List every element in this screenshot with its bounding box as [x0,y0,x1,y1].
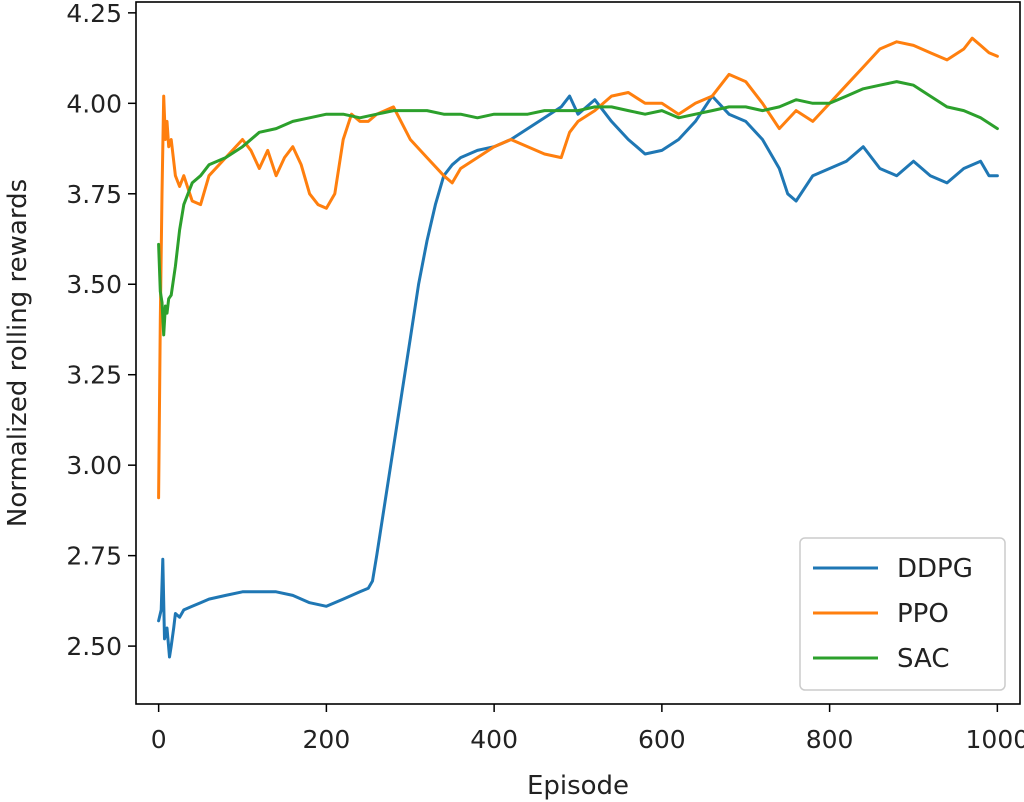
x-axis-ticks: 0 200 400 600 800 1000 [151,704,1024,754]
y-tick-label: 3.00 [66,451,122,480]
legend-label-ppo: PPO [897,599,949,629]
y-axis-ticks: 2.50 2.75 3.00 3.25 3.50 3.75 4.00 4.25 [66,0,136,661]
y-tick-label: 3.50 [66,270,122,299]
legend-label-sac: SAC [897,644,949,674]
y-tick-label: 3.25 [66,361,122,390]
x-tick-label: 200 [303,725,351,754]
x-tick-label: 600 [638,725,686,754]
x-tick-label: 1000 [966,725,1024,754]
x-tick-label: 800 [806,725,854,754]
x-tick-label: 400 [470,725,518,754]
series-line-ddpg [157,94,999,659]
y-axis-label: Normalized rolling rewards [3,179,33,527]
x-tick-label: 0 [151,725,167,754]
y-tick-label: 3.75 [66,180,122,209]
x-axis-label: Episode [527,771,629,801]
y-tick-label: 2.50 [66,632,122,661]
legend-box [799,537,1006,691]
series-line-sac [157,80,999,337]
series-lines [157,36,999,659]
y-tick-label: 4.00 [66,89,122,118]
y-tick-label: 4.25 [66,0,122,28]
legend: DDPG PPO SAC [799,537,1006,691]
legend-label-ddpg: DDPG [897,554,973,584]
y-tick-label: 2.75 [66,542,122,571]
